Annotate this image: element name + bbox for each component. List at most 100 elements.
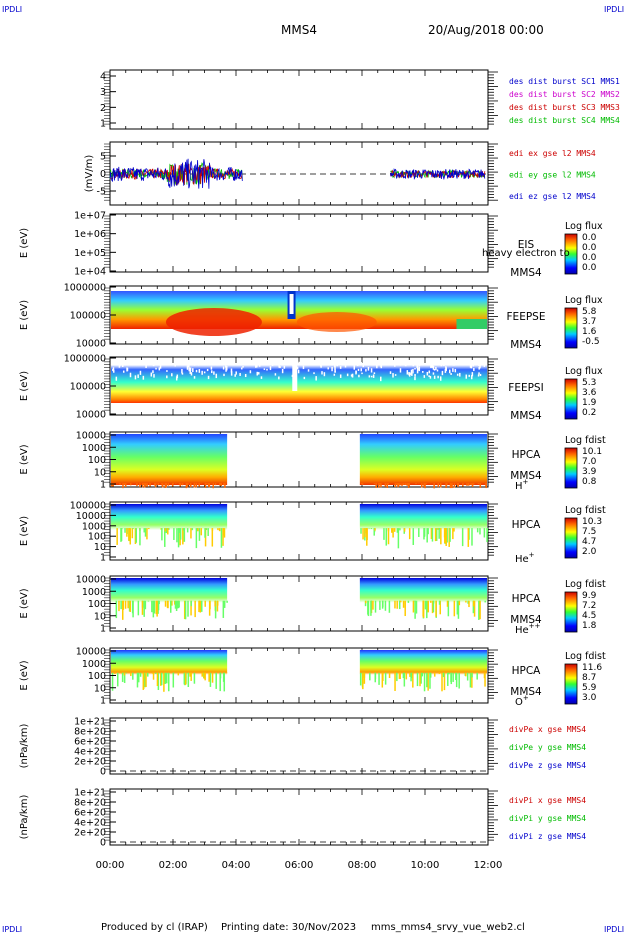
spectrogram-gap (292, 363, 298, 391)
spectrogram-noise (448, 672, 450, 675)
spectrogram-noise (404, 600, 406, 617)
colorbar-tick-label: 3.7 (582, 317, 596, 327)
colorbar-tick-label: 9.9 (582, 591, 597, 601)
spectrogram-noise (155, 367, 157, 370)
spectrogram-noise (157, 672, 160, 691)
spectrogram-noise (304, 362, 306, 366)
spectrogram-noise (365, 600, 367, 604)
spectrogram-noise (143, 528, 145, 533)
spectrogram-noise (143, 483, 145, 485)
y-tick-label: 10000 (76, 575, 106, 586)
spectrogram-noise (408, 528, 411, 540)
spectrogram-noise (320, 365, 322, 368)
spectrogram-noise (381, 600, 384, 609)
spectrogram-noise (216, 600, 219, 612)
colorbar-tick-label: 5.8 (582, 307, 597, 317)
spectrogram-noise (278, 376, 280, 380)
spectrogram-noise (435, 366, 437, 371)
colorbar-title: Log flux (565, 295, 603, 306)
spectrogram-noise (183, 528, 186, 542)
legend-entry: des dist burst SC4 MMS4 (509, 116, 620, 125)
spectrogram-noise (473, 368, 475, 371)
spectrogram-noise (271, 364, 274, 366)
spectrogram-noise (411, 373, 413, 376)
spectrogram-noise (358, 374, 360, 378)
spectrogram-noise (407, 600, 410, 603)
spectrogram-noise (209, 600, 211, 610)
sc-label: MMS4 (510, 339, 542, 351)
spectrogram-noise (465, 672, 467, 677)
spectrogram-noise (313, 372, 315, 375)
spectrogram-noise (210, 366, 213, 370)
spectrogram-noise (260, 376, 263, 379)
spectrogram-noise (412, 368, 414, 374)
spectrogram-noise (163, 672, 165, 692)
spectrogram-noise (130, 672, 132, 677)
spectrogram-blob (296, 312, 377, 332)
spectrogram-noise (160, 672, 162, 686)
spectrogram-noise (406, 483, 408, 486)
y-axis-label: (nPa/km) (19, 795, 30, 840)
spectrogram-noise (386, 483, 389, 488)
spectrogram-noise (239, 373, 241, 376)
spectrogram-noise (258, 364, 261, 367)
spectrogram-noise (139, 672, 142, 677)
spectrogram-noise (177, 528, 180, 548)
spectrogram-noise (399, 362, 402, 366)
panel-frame (109, 717, 489, 775)
spectrogram-noise (175, 376, 178, 381)
spectrogram (359, 434, 487, 485)
spectrogram-noise (437, 483, 440, 488)
spectrogram-noise (193, 363, 196, 366)
spectrogram-noise (173, 528, 175, 540)
spectrogram-noise (190, 372, 193, 376)
spectrogram-noise (144, 483, 147, 487)
spectrogram-noise (452, 672, 454, 682)
colorbar-tick-label: 0.8 (582, 477, 597, 487)
legend-entry: divPi y gse MMS4 (509, 814, 586, 823)
species-label: He++ (515, 622, 541, 636)
y-tick-label: 6e+20 (74, 737, 106, 748)
spectrogram-noise (178, 483, 181, 485)
efield-trace (390, 168, 486, 181)
spectrogram-noise (404, 483, 407, 485)
spectrogram-noise (172, 483, 175, 485)
spectrogram-noise (470, 364, 473, 369)
panel-0: 4 3 2 1 des dist burst SC1 MMS1 des dist burs… (100, 69, 620, 130)
spectrogram-noise (421, 483, 423, 488)
spectrogram-noise (409, 672, 411, 677)
spectrogram-noise (478, 362, 480, 367)
spectrogram-noise (149, 483, 151, 484)
spectrogram-noise (122, 600, 125, 610)
spectrogram-noise (355, 370, 357, 374)
spectrogram-noise (479, 373, 482, 377)
spectrogram-noise (339, 366, 342, 369)
spectrogram-noise (447, 672, 449, 686)
spectrogram-noise (178, 528, 181, 533)
spectrogram-noise (387, 528, 390, 545)
spectrogram-noise (281, 368, 284, 374)
spectrogram-noise (416, 672, 419, 687)
spectrogram-noise (452, 361, 455, 366)
spectrogram-noise (123, 672, 126, 683)
spectrogram-noise (384, 483, 387, 487)
spectrogram-noise (224, 483, 226, 488)
spectrogram-noise (126, 367, 128, 372)
spectrogram-noise (220, 528, 223, 548)
spectrogram-noise (394, 672, 396, 691)
spectrogram-noise (172, 672, 175, 688)
spectrogram-noise (223, 672, 226, 692)
y-tick-label: 1 (100, 553, 106, 564)
y-tick-label: 0 (100, 169, 106, 180)
spectrogram-noise (441, 370, 444, 376)
header-datetime: 20/Aug/2018 00:00 (428, 23, 544, 37)
spectrogram-noise (256, 364, 258, 368)
spectrogram-noise (442, 672, 445, 678)
spectrogram-noise (470, 375, 473, 380)
spectrogram-noise (334, 363, 336, 368)
spectrogram-noise (419, 672, 421, 687)
spectrogram-noise (385, 528, 388, 546)
